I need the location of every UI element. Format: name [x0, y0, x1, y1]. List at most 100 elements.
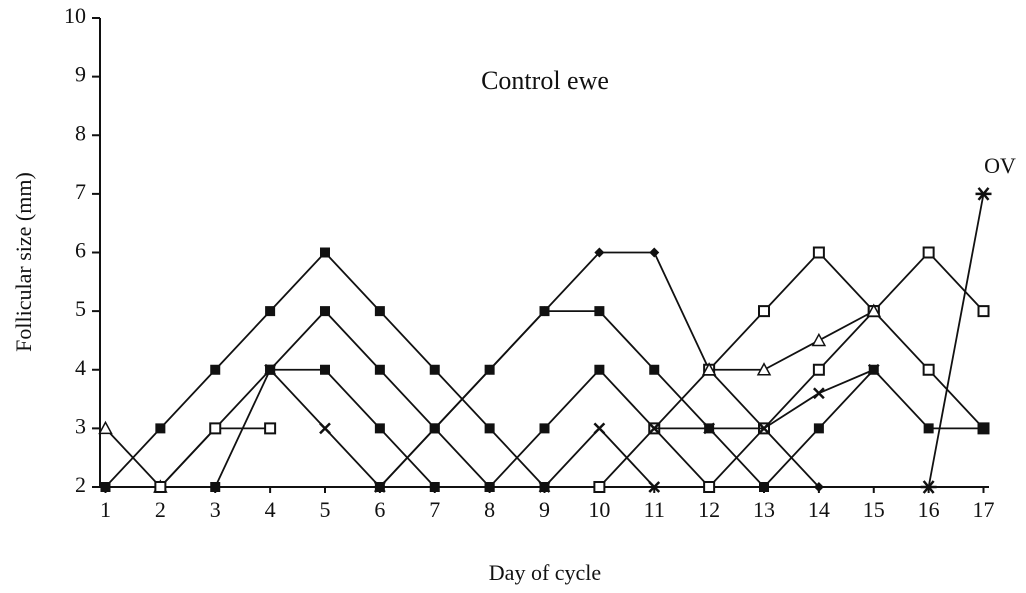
marker: [812, 387, 825, 400]
marker: [649, 364, 660, 375]
marker: [374, 423, 385, 434]
marker: [319, 364, 330, 375]
marker: [539, 423, 550, 434]
series-line: [927, 193, 985, 488]
marker: [264, 363, 277, 376]
series-line: [709, 310, 875, 371]
marker: [703, 422, 716, 435]
series-line: [598, 251, 985, 488]
marker: [811, 332, 827, 347]
marker: [758, 305, 771, 318]
marker: [429, 423, 440, 434]
marker: [210, 364, 221, 375]
marker: [209, 422, 222, 435]
y-tick-label: 8: [75, 120, 86, 145]
marker: [759, 482, 770, 492]
marker: [484, 423, 495, 434]
marker: [319, 422, 331, 435]
marker: [813, 423, 824, 434]
x-tick-label: 15: [863, 497, 885, 522]
x-tick-label: 1: [100, 497, 111, 522]
x-tick-label: 10: [588, 497, 610, 522]
marker: [594, 306, 605, 317]
marker: [98, 420, 113, 435]
marker: [648, 422, 661, 435]
x-tick-label: 17: [973, 497, 995, 522]
series-line: [708, 251, 985, 488]
x-tick-label: 13: [753, 497, 775, 522]
marker: [866, 303, 882, 317]
marker: [813, 482, 824, 492]
marker: [319, 247, 330, 258]
series-line: [654, 368, 875, 430]
marker: [977, 305, 990, 318]
x-tick-label: 5: [319, 497, 330, 522]
x-tick-label: 7: [429, 497, 440, 522]
marker: [484, 364, 495, 375]
marker: [265, 306, 276, 317]
marker: [484, 482, 495, 492]
marker: [100, 482, 111, 492]
y-tick-label: 4: [75, 355, 86, 380]
series-line: [379, 310, 765, 488]
y-tick-label: 7: [75, 179, 86, 204]
x-tick-label: 11: [644, 497, 665, 522]
y-tick-label: 10: [64, 3, 86, 28]
x-tick-label: 8: [484, 497, 495, 522]
x-tick-label: 3: [210, 497, 221, 522]
marker: [758, 422, 770, 435]
y-tick-label: 3: [75, 413, 86, 438]
marker: [920, 480, 937, 494]
y-tick-label: 9: [75, 62, 86, 87]
marker: [538, 481, 551, 493]
x-tick-label: 16: [918, 497, 940, 522]
marker: [374, 482, 385, 492]
marker: [154, 481, 167, 493]
marker: [374, 364, 385, 375]
x-tick-label: 4: [265, 497, 276, 522]
marker: [264, 422, 277, 435]
marker: [593, 481, 606, 493]
marker: [429, 364, 440, 375]
marker: [649, 247, 660, 258]
x-axis-label: Day of cycle: [489, 560, 601, 585]
series-line: [159, 427, 271, 488]
series-line: [104, 427, 162, 488]
y-tick-label: 5: [75, 296, 86, 321]
marker: [594, 247, 605, 258]
marker: [975, 187, 992, 201]
x-tick-label: 12: [698, 497, 720, 522]
series-line: [763, 368, 984, 488]
x-tick-label: 6: [374, 497, 385, 522]
marker: [922, 246, 935, 259]
marker: [701, 362, 717, 376]
marker: [429, 482, 440, 492]
annotation: OV: [984, 153, 1016, 178]
marker: [539, 306, 550, 317]
marker: [210, 482, 221, 492]
y-axis-label: Follicular size (mm): [11, 172, 36, 352]
x-tick-label: 9: [539, 497, 550, 522]
marker: [319, 306, 330, 317]
series-line: [543, 427, 655, 488]
chart-title: Control ewe: [481, 66, 609, 95]
marker: [756, 362, 772, 376]
marker: [703, 481, 716, 493]
x-tick-label: 2: [155, 497, 166, 522]
marker: [155, 423, 166, 434]
marker: [923, 423, 934, 434]
marker: [922, 363, 935, 376]
y-tick-label: 2: [75, 472, 86, 497]
marker: [648, 481, 661, 493]
marker: [374, 306, 385, 317]
marker: [868, 364, 879, 375]
y-tick-label: 6: [75, 238, 86, 263]
marker: [812, 363, 825, 376]
marker: [812, 246, 825, 259]
marker: [978, 423, 989, 434]
x-tick-label: 14: [808, 497, 830, 522]
marker: [594, 364, 605, 375]
series-line: [159, 309, 491, 488]
marker: [593, 422, 606, 435]
